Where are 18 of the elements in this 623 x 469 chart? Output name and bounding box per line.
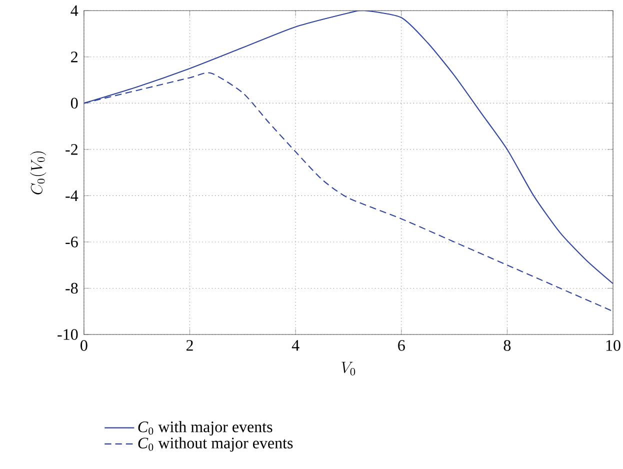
y-tick-label: -8 <box>66 282 78 294</box>
x-tick-label: 8 <box>504 340 511 351</box>
x-tick-label: 6 <box>398 340 405 351</box>
y-tick-label: 0 <box>70 98 78 109</box>
legend-label: C$_{0}$ without major events <box>138 437 293 452</box>
y-tick-label: -6 <box>66 236 78 248</box>
y-tick-label: -4 <box>66 190 78 201</box>
x-axis-title: $V_0$ <box>342 362 356 376</box>
legend-label: C$_{0}$ with major events <box>138 421 272 436</box>
x-tick-label: 0 <box>80 340 88 351</box>
y-tick-label: -10 <box>58 329 78 340</box>
y-tick-label: 2 <box>71 52 78 62</box>
x-tick-label: 4 <box>292 340 300 351</box>
y-axis-title: $C_0(V_0)$ <box>30 152 46 194</box>
y-tick-label: 4 <box>70 5 78 16</box>
x-tick-label: 2 <box>186 340 193 351</box>
x-tick-label: 10 <box>606 340 620 351</box>
y-tick-label: -2 <box>66 144 78 155</box>
